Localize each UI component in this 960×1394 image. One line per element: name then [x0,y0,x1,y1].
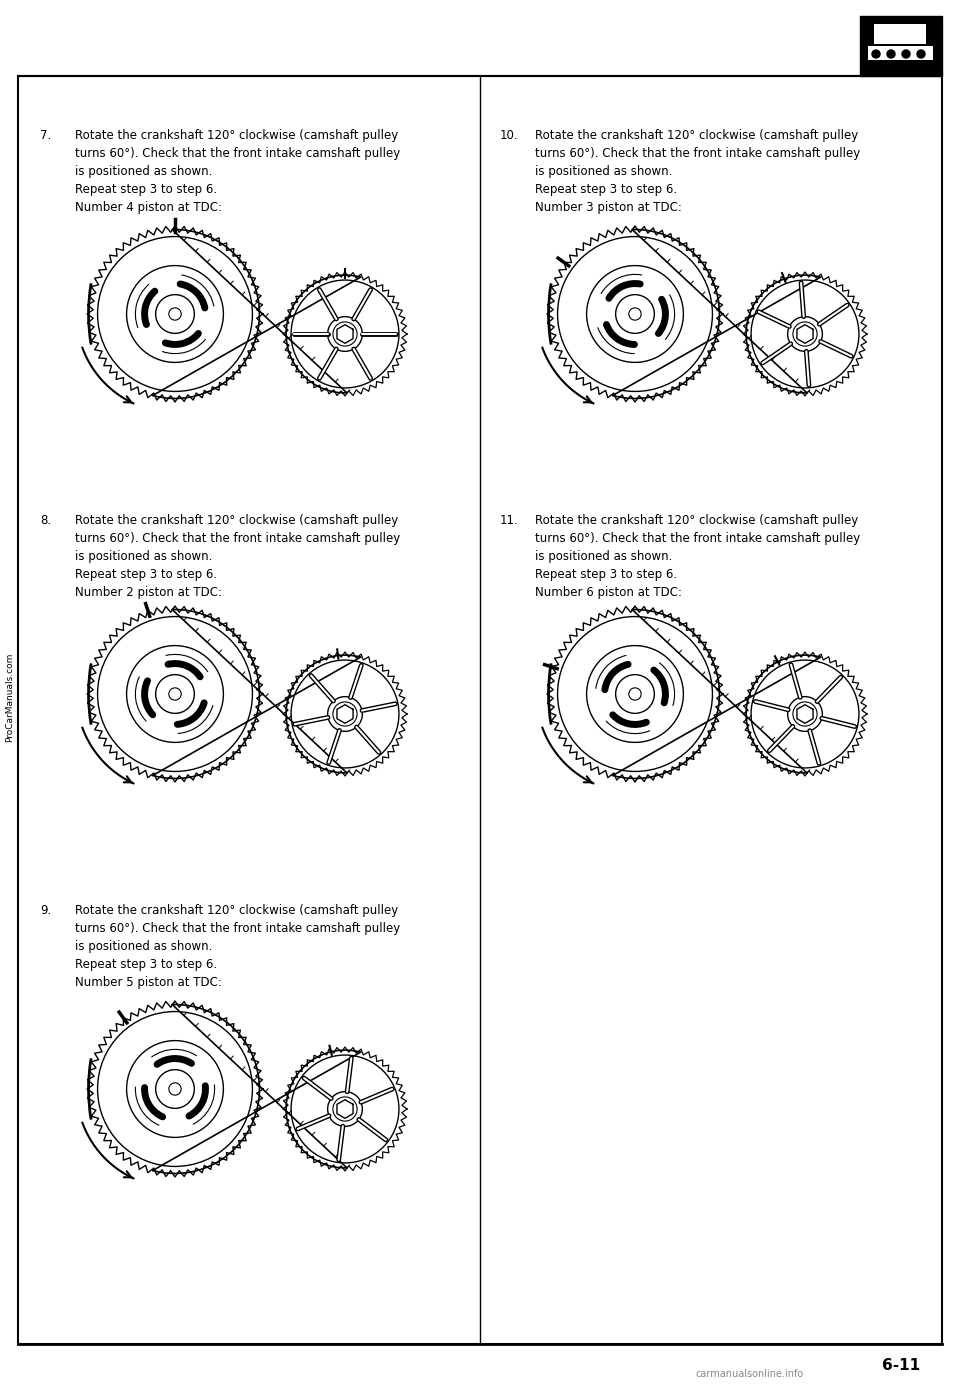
Text: Rotate the crankshaft 120° clockwise (camshaft pulley: Rotate the crankshaft 120° clockwise (ca… [75,903,398,917]
Text: 11.: 11. [500,514,518,527]
Circle shape [872,50,880,59]
Text: 10.: 10. [500,130,518,142]
Text: Repeat step 3 to step 6.: Repeat step 3 to step 6. [535,183,677,197]
Text: Repeat step 3 to step 6.: Repeat step 3 to step 6. [75,183,217,197]
Bar [874,24,926,45]
Bar [860,15,942,77]
Text: is positioned as shown.: is positioned as shown. [535,551,672,563]
Bar [868,46,933,60]
Text: Number 5 piston at TDC:: Number 5 piston at TDC: [75,976,222,988]
Text: turns 60°). Check that the front intake camshaft pulley: turns 60°). Check that the front intake … [75,921,400,935]
Text: Number 4 piston at TDC:: Number 4 piston at TDC: [75,201,222,215]
Circle shape [887,50,895,59]
Text: is positioned as shown.: is positioned as shown. [75,940,212,953]
Text: Number 2 piston at TDC:: Number 2 piston at TDC: [75,585,222,599]
Text: 8.: 8. [40,514,51,527]
Text: Repeat step 3 to step 6.: Repeat step 3 to step 6. [75,958,217,972]
Text: 9.: 9. [40,903,51,917]
Text: turns 60°). Check that the front intake camshaft pulley: turns 60°). Check that the front intake … [535,146,860,160]
Text: is positioned as shown.: is positioned as shown. [75,551,212,563]
Text: turns 60°). Check that the front intake camshaft pulley: turns 60°). Check that the front intake … [535,533,860,545]
Text: turns 60°). Check that the front intake camshaft pulley: turns 60°). Check that the front intake … [75,533,400,545]
Text: Number 3 piston at TDC:: Number 3 piston at TDC: [535,201,682,215]
Text: 6-11: 6-11 [882,1359,920,1373]
Text: is positioned as shown.: is positioned as shown. [535,164,672,178]
Text: 7.: 7. [40,130,51,142]
Text: ProCarManuals.com: ProCarManuals.com [6,652,14,742]
Text: Repeat step 3 to step 6.: Repeat step 3 to step 6. [75,567,217,581]
Text: Rotate the crankshaft 120° clockwise (camshaft pulley: Rotate the crankshaft 120° clockwise (ca… [535,130,858,142]
Text: carmanualsonline.info: carmanualsonline.info [696,1369,804,1379]
Text: Number 6 piston at TDC:: Number 6 piston at TDC: [535,585,682,599]
Text: is positioned as shown.: is positioned as shown. [75,164,212,178]
Text: turns 60°). Check that the front intake camshaft pulley: turns 60°). Check that the front intake … [75,146,400,160]
Text: Rotate the crankshaft 120° clockwise (camshaft pulley: Rotate the crankshaft 120° clockwise (ca… [75,514,398,527]
Text: Repeat step 3 to step 6.: Repeat step 3 to step 6. [535,567,677,581]
Circle shape [917,50,925,59]
Text: Rotate the crankshaft 120° clockwise (camshaft pulley: Rotate the crankshaft 120° clockwise (ca… [535,514,858,527]
Circle shape [902,50,910,59]
Text: Rotate the crankshaft 120° clockwise (camshaft pulley: Rotate the crankshaft 120° clockwise (ca… [75,130,398,142]
